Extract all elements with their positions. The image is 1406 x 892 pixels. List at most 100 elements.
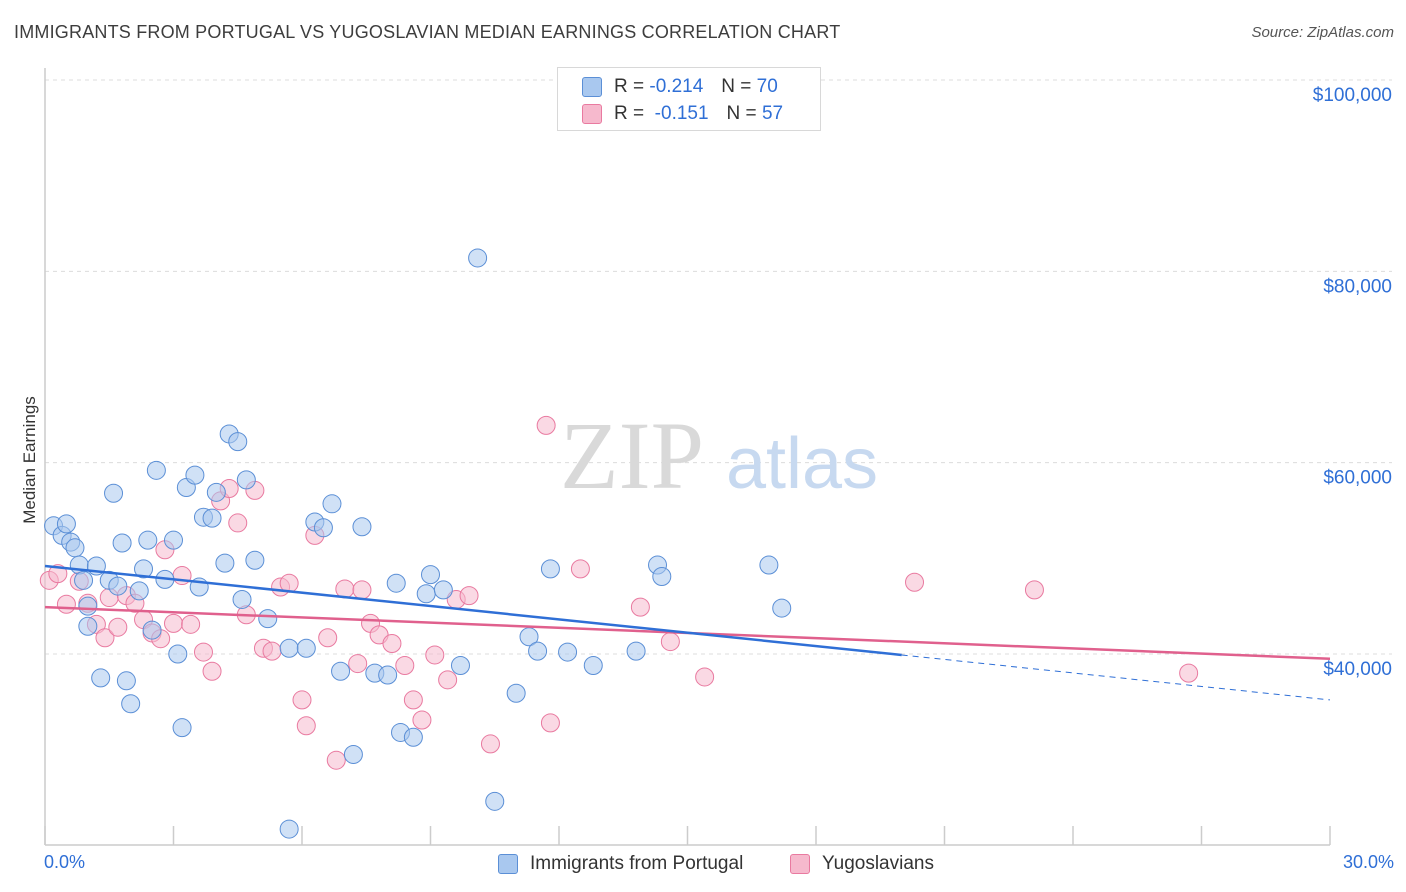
portugal-point <box>78 596 98 616</box>
portugal-point <box>215 553 235 573</box>
portugal-point <box>164 530 183 550</box>
portugal-point <box>331 661 351 681</box>
legend-label: Immigrants from Portugal <box>530 853 744 874</box>
r-value: -0.151 <box>654 103 709 124</box>
yugoslavians-point <box>202 661 222 681</box>
portugal-point <box>378 665 398 685</box>
yugoslavians-point <box>536 415 556 435</box>
portugal-point <box>322 494 342 514</box>
portugal-point <box>528 641 548 661</box>
portugal-point <box>138 530 158 550</box>
yugoslavians-point <box>193 642 213 662</box>
legend-item-yugoslavians[interactable]: Yugoslavians <box>790 853 934 875</box>
portugal-point <box>386 573 406 593</box>
portugal-point <box>228 432 248 452</box>
watermark-atlas: atlas <box>726 424 878 504</box>
portugal-point <box>583 655 603 675</box>
n-label: N = <box>721 76 752 97</box>
yugoslavians-point <box>48 564 68 584</box>
yugoslavians-point <box>352 580 372 600</box>
portugal-point <box>279 638 299 658</box>
yugoslavians-point <box>412 710 432 730</box>
portugal-point <box>172 718 192 738</box>
yugoslavians-point <box>1024 580 1044 600</box>
legend-label: Yugoslavians <box>822 853 934 874</box>
portugal-trend-extension <box>901 654 1331 701</box>
yugoslavians-point <box>181 614 201 634</box>
portugal-point <box>433 580 453 600</box>
y-tick-label: $40,000 <box>1323 659 1392 680</box>
yugoslavians-point <box>480 734 500 754</box>
trend-lines <box>44 564 1331 701</box>
portugal-point <box>352 517 372 537</box>
portugal-point <box>540 559 560 579</box>
yugoslavians-point <box>95 628 115 648</box>
r-label: R = <box>614 76 645 97</box>
portugal-point <box>121 694 141 714</box>
yugoslavians-point <box>318 628 338 648</box>
yugoslavians-point <box>56 594 76 614</box>
yugoslavians-point <box>630 597 650 617</box>
portugal-point <box>313 518 333 538</box>
yugoslavians-swatch <box>582 104 602 124</box>
yugoslavians-point <box>296 716 316 736</box>
portugal-point <box>416 584 436 604</box>
y-tick-label: $80,000 <box>1323 276 1392 297</box>
yugoslavians-points <box>39 415 1199 770</box>
portugal-point <box>626 641 646 661</box>
yugoslavians-point <box>540 713 560 733</box>
yugoslavians-point <box>395 655 415 675</box>
yugoslavians-point <box>660 632 680 652</box>
portugal-point <box>343 744 363 764</box>
portugal-point <box>146 460 166 480</box>
portugal-point <box>116 671 136 691</box>
watermark: ZIP atlas <box>560 402 878 509</box>
portugal-point <box>78 616 98 636</box>
portugal-point <box>202 508 222 528</box>
portugal-point <box>279 819 299 839</box>
portugal-point <box>245 550 265 570</box>
portugal-point <box>759 555 779 575</box>
portugal-point <box>129 581 149 601</box>
stats-row-yugoslavians: R = -0.151 N = 57 <box>582 102 783 126</box>
portugal-trend-line <box>44 564 902 657</box>
axes <box>44 68 1331 846</box>
portugal-point <box>56 514 76 534</box>
portugal-point <box>65 538 85 558</box>
watermark-zip: ZIP <box>560 402 704 509</box>
portugal-point <box>104 483 124 503</box>
chart-source: Source: ZipAtlas.com <box>1251 24 1394 41</box>
portugal-point <box>485 791 505 811</box>
r-label: R = <box>614 103 645 124</box>
yugoslavians-point <box>108 617 128 637</box>
x-tick-label-min: 0.0% <box>44 852 86 872</box>
portugal-swatch <box>582 77 602 97</box>
portugal-point <box>134 559 154 579</box>
yugoslavians-point <box>292 690 312 710</box>
yugoslavians-point <box>326 750 346 770</box>
yugoslavians-swatch <box>790 854 810 874</box>
portugal-point <box>206 482 226 502</box>
yugoslavians-point <box>262 641 282 661</box>
portugal-swatch <box>498 854 518 874</box>
portugal-point <box>468 248 488 268</box>
portugal-point <box>506 683 526 703</box>
portugal-point <box>296 638 316 658</box>
portugal-point <box>91 668 111 688</box>
portugal-point <box>421 565 440 585</box>
portugal-point <box>142 620 162 640</box>
portugal-point <box>772 598 792 618</box>
legend-item-portugal[interactable]: Immigrants from Portugal <box>498 853 743 875</box>
yugoslavians-point <box>459 586 479 606</box>
portugal-point <box>168 644 188 664</box>
portugal-point <box>185 465 205 485</box>
r-value: -0.214 <box>649 76 704 97</box>
yugoslavians-point <box>164 613 183 633</box>
yugoslavians-point <box>905 572 925 592</box>
yugoslavians-point <box>570 559 590 579</box>
portugal-point <box>74 570 94 590</box>
portugal-point <box>403 727 423 747</box>
portugal-point <box>232 589 252 609</box>
n-value: 70 <box>756 76 778 97</box>
